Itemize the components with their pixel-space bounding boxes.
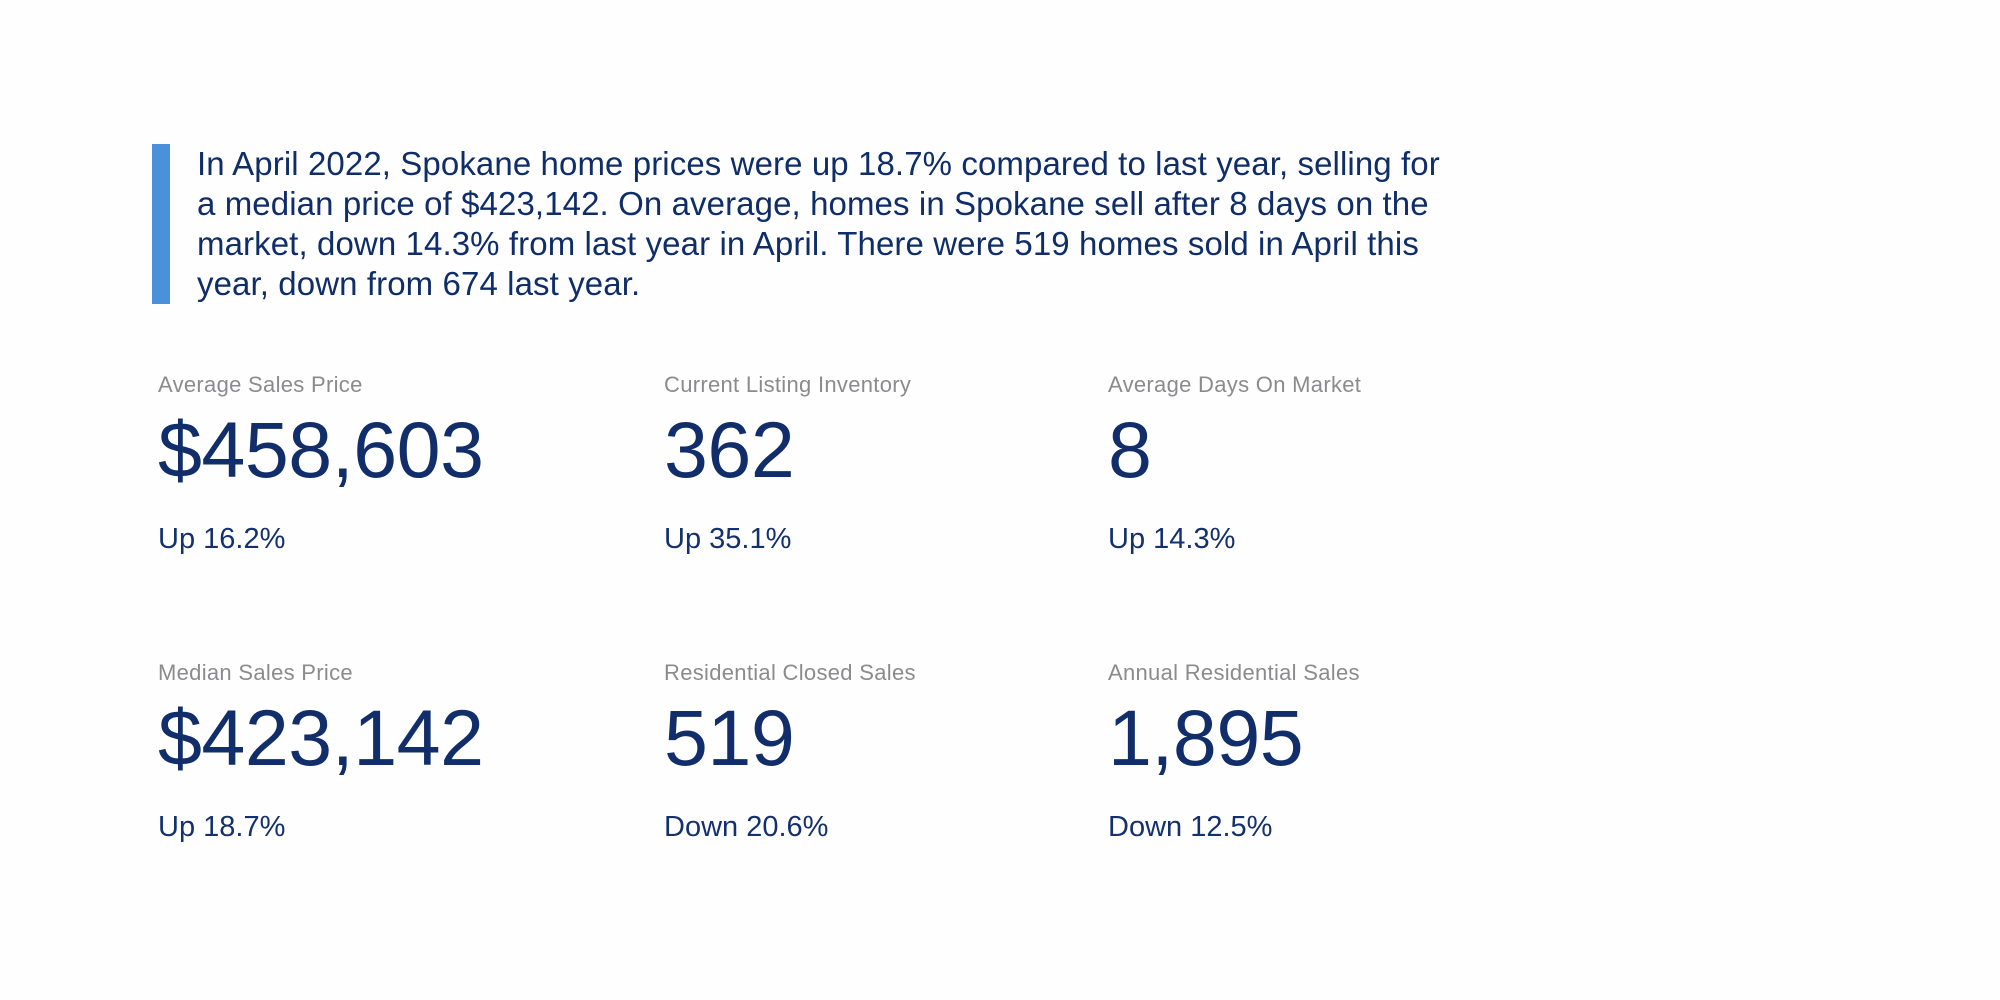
quote-accent-bar bbox=[152, 144, 170, 304]
stat-card-average-sales-price: Average Sales Price $458,603 Up 16.2% bbox=[158, 372, 588, 556]
stat-change: Up 14.3% bbox=[1108, 523, 1236, 555]
stat-value: 8 bbox=[1108, 405, 1152, 494]
stat-label: Median Sales Price bbox=[158, 660, 353, 685]
stat-change: Down 20.6% bbox=[664, 811, 829, 843]
stat-card-current-listing-inventory: Current Listing Inventory 362 Up 35.1% bbox=[664, 372, 1094, 556]
stat-card-median-sales-price: Median Sales Price $423,142 Up 18.7% bbox=[158, 660, 588, 844]
stat-label: Annual Residential Sales bbox=[1108, 660, 1360, 685]
stat-value: 519 bbox=[664, 693, 795, 782]
stat-card-average-days-on-market: Average Days On Market 8 Up 14.3% bbox=[1108, 372, 1538, 556]
stat-label: Residential Closed Sales bbox=[664, 660, 916, 685]
stat-card-annual-residential-sales: Annual Residential Sales 1,895 Down 12.5… bbox=[1108, 660, 1538, 844]
market-summary-text: In April 2022, Spokane home prices were … bbox=[197, 145, 1440, 302]
stat-value: 362 bbox=[664, 405, 795, 494]
stat-value: 1,895 bbox=[1108, 693, 1304, 782]
market-summary-quote: In April 2022, Spokane home prices were … bbox=[152, 144, 1465, 304]
stat-label: Average Days On Market bbox=[1108, 372, 1362, 397]
stat-change: Up 16.2% bbox=[158, 523, 286, 555]
stat-label: Average Sales Price bbox=[158, 372, 363, 397]
stat-value: $423,142 bbox=[158, 693, 484, 782]
stat-change: Up 18.7% bbox=[158, 811, 286, 843]
stat-label: Current Listing Inventory bbox=[664, 372, 912, 397]
stat-change: Down 12.5% bbox=[1108, 811, 1273, 843]
stat-card-residential-closed-sales: Residential Closed Sales 519 Down 20.6% bbox=[664, 660, 1094, 844]
stat-change: Up 35.1% bbox=[664, 523, 792, 555]
stat-value: $458,603 bbox=[158, 405, 484, 494]
